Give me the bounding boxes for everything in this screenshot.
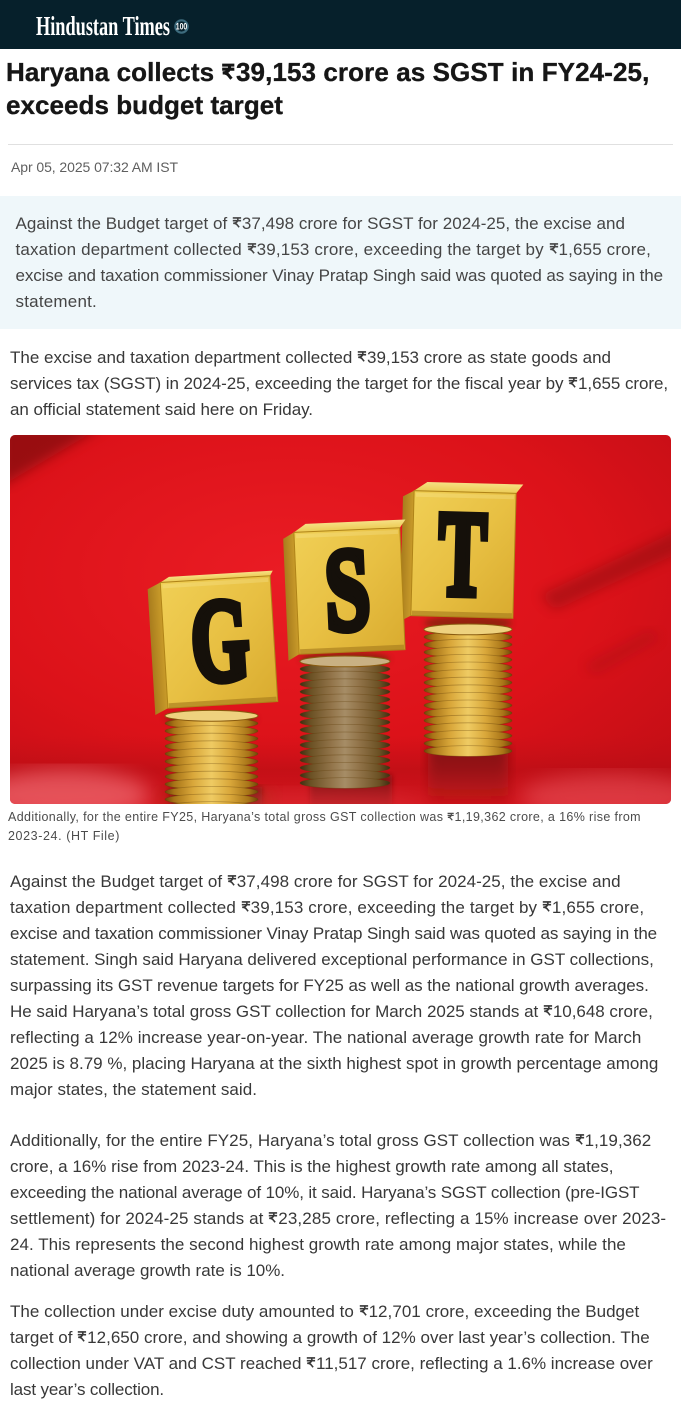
svg-text:S: S <box>322 523 373 656</box>
svg-text:Hindustan Times: Hindustan Times <box>36 11 170 41</box>
svg-text:100: 100 <box>176 22 187 32</box>
svg-text:G: G <box>187 573 253 707</box>
svg-text:T: T <box>437 487 488 622</box>
